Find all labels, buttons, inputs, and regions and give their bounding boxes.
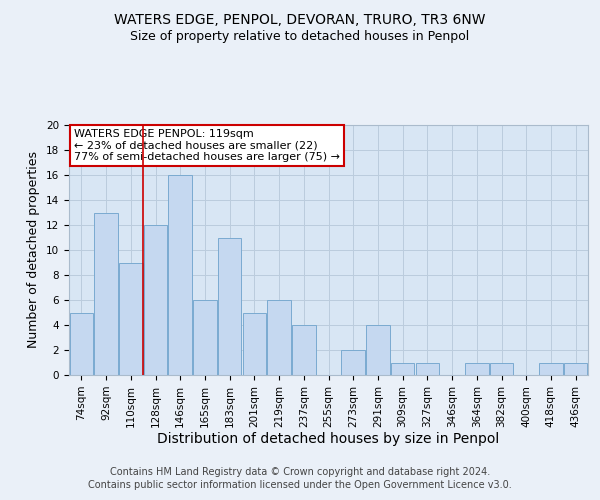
Bar (391, 362, 415, 375)
Bar (366, 325, 389, 375)
Bar (218, 238, 241, 375)
Text: WATERS EDGE, PENPOL, DEVORAN, TRURO, TR3 6NW: WATERS EDGE, PENPOL, DEVORAN, TRURO, TR3… (114, 12, 486, 26)
Bar (539, 362, 563, 375)
X-axis label: Distribution of detached houses by size in Penpol: Distribution of detached houses by size … (157, 432, 500, 446)
Bar (119, 262, 143, 375)
Text: Contains HM Land Registry data © Crown copyright and database right 2024.
Contai: Contains HM Land Registry data © Crown c… (88, 467, 512, 490)
Bar (564, 362, 587, 375)
Bar (268, 300, 291, 375)
Bar (242, 312, 266, 375)
Bar (70, 312, 93, 375)
Bar (341, 350, 365, 375)
Bar (169, 175, 192, 375)
Bar (193, 300, 217, 375)
Text: Size of property relative to detached houses in Penpol: Size of property relative to detached ho… (130, 30, 470, 43)
Bar (465, 362, 488, 375)
Text: WATERS EDGE PENPOL: 119sqm
← 23% of detached houses are smaller (22)
77% of semi: WATERS EDGE PENPOL: 119sqm ← 23% of deta… (74, 128, 340, 162)
Bar (144, 225, 167, 375)
Bar (292, 325, 316, 375)
Bar (416, 362, 439, 375)
Y-axis label: Number of detached properties: Number of detached properties (28, 152, 40, 348)
Bar (94, 212, 118, 375)
Bar (490, 362, 513, 375)
